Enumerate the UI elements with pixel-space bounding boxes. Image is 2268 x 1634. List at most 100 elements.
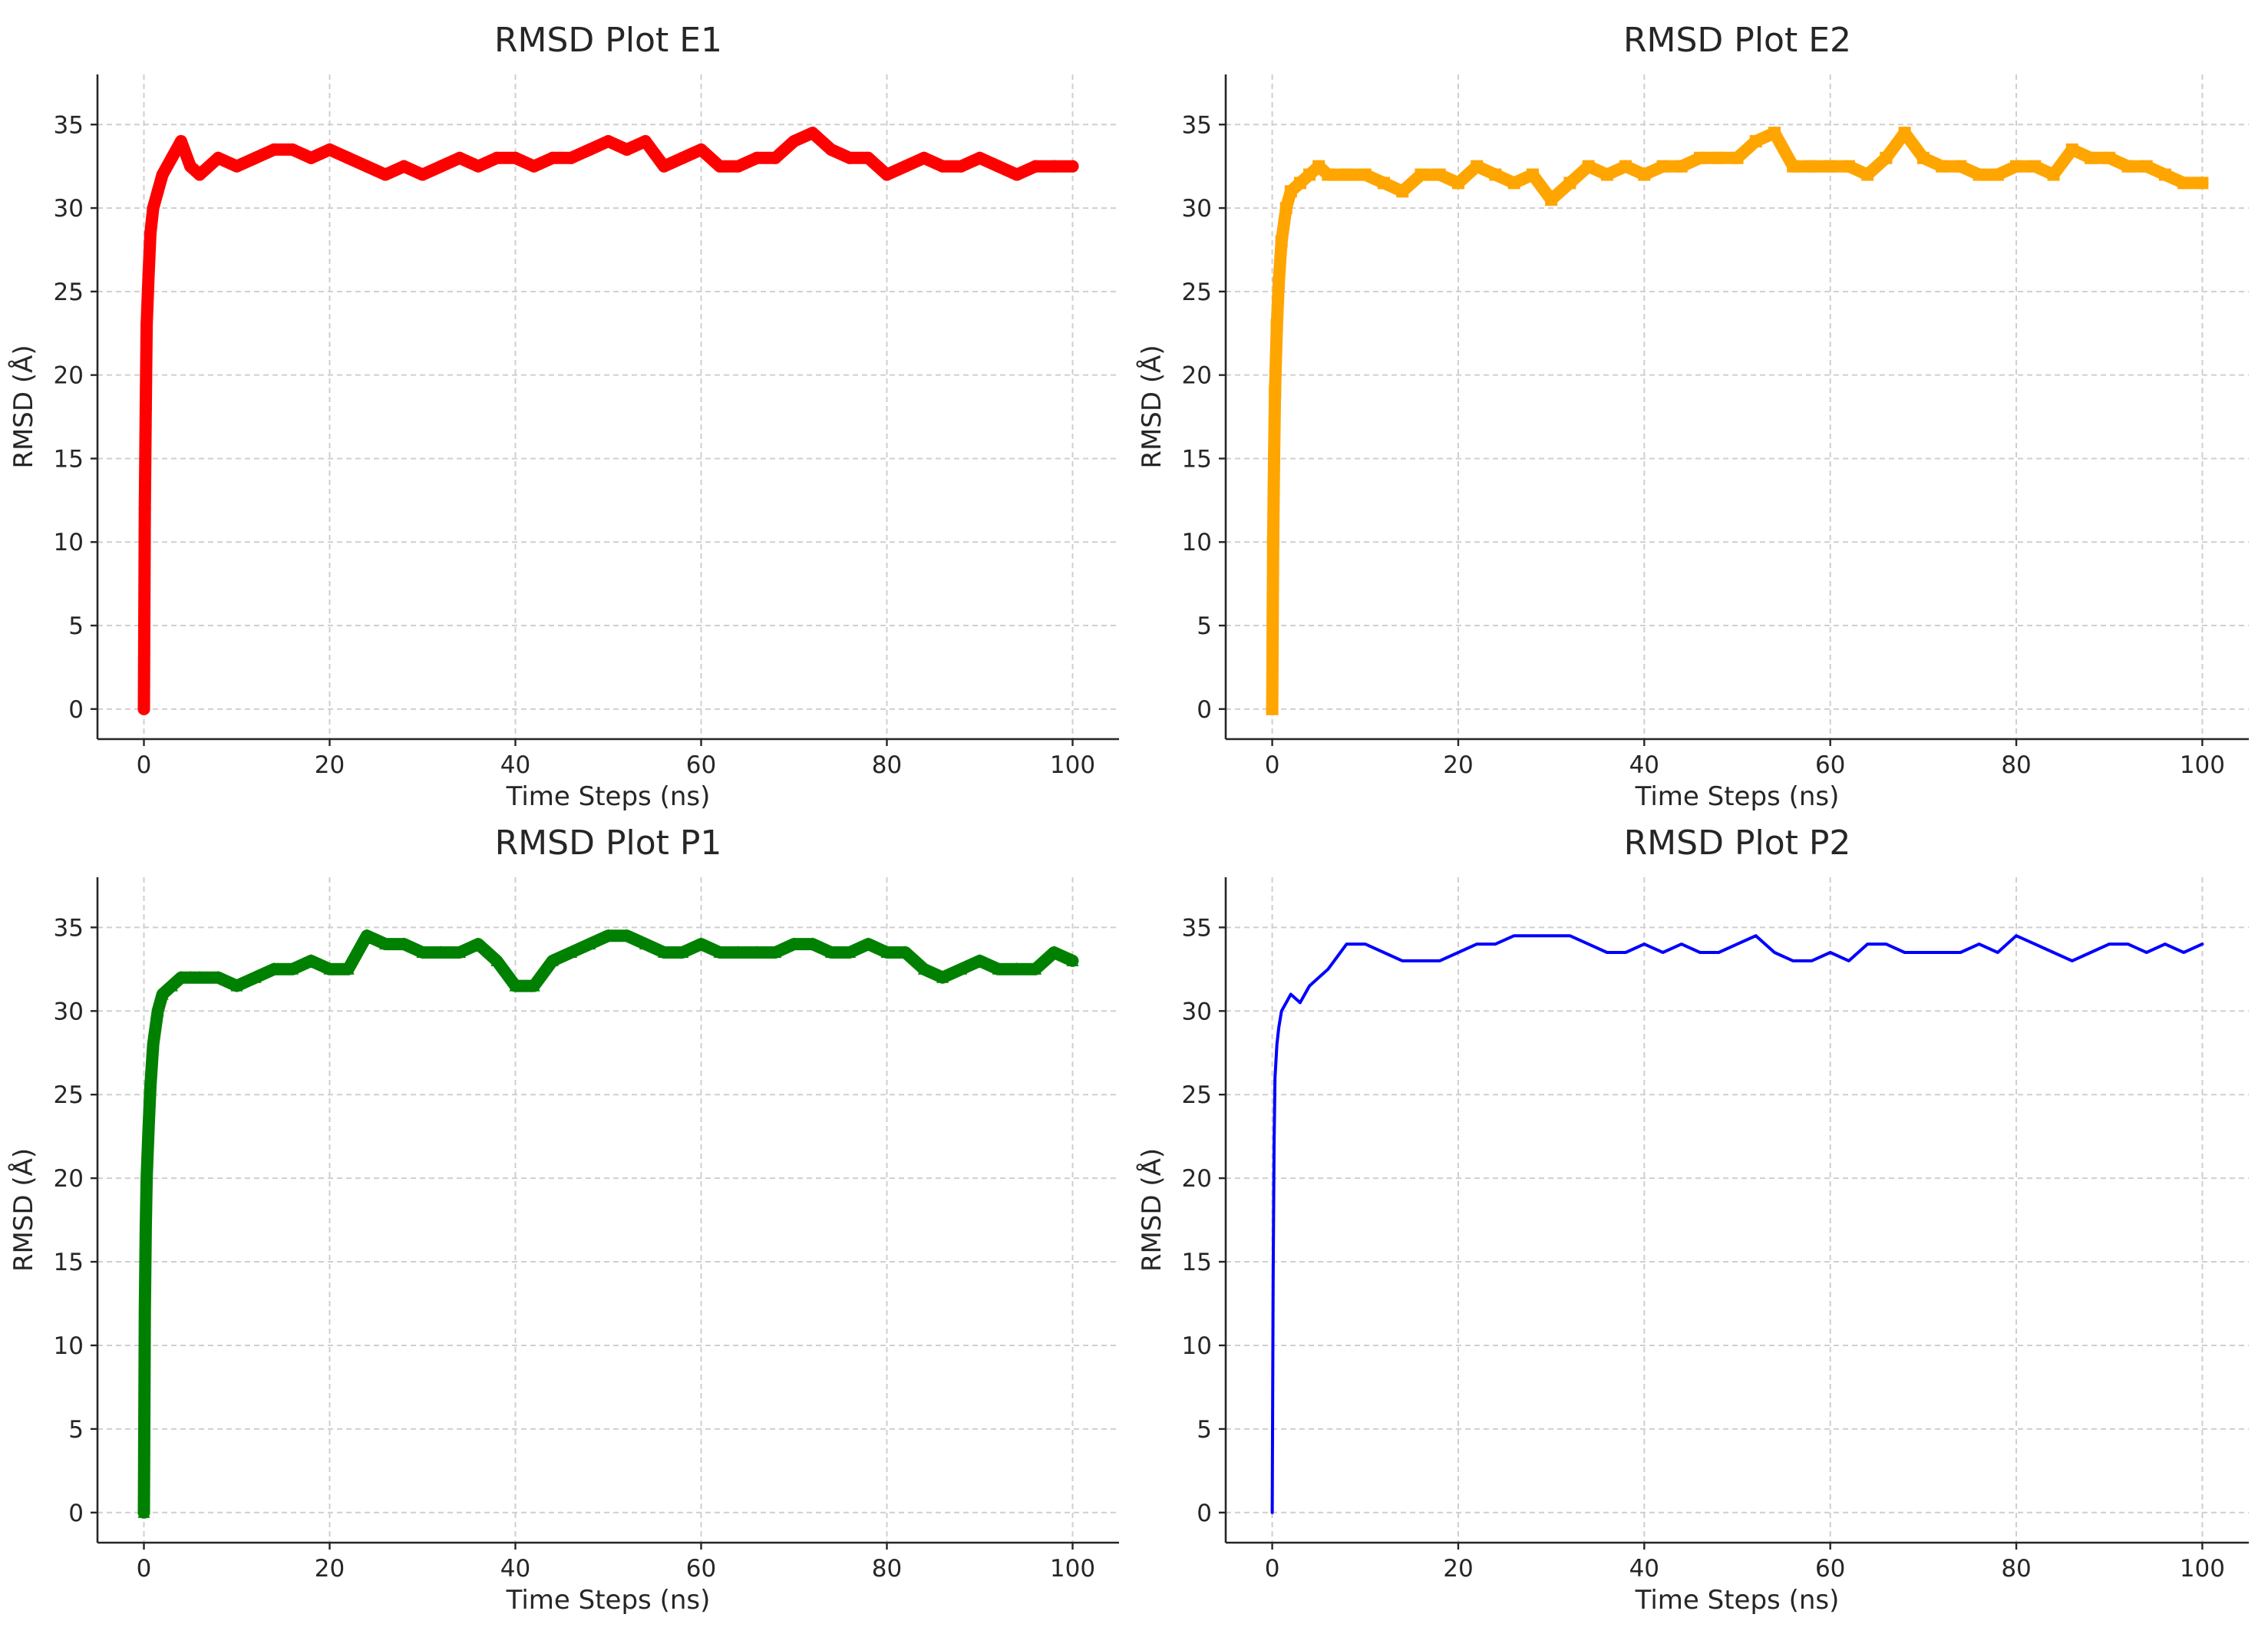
data-point (342, 151, 355, 164)
y-tick-label: 15 (54, 445, 84, 473)
data-point (1991, 168, 2004, 181)
data-point (416, 168, 429, 181)
y-tick-label: 25 (1182, 1081, 1212, 1109)
series-line (137, 929, 1079, 1519)
data-point (147, 202, 160, 215)
data-point (230, 979, 243, 992)
data-point (565, 151, 578, 164)
data-point (658, 160, 671, 173)
data-point (212, 151, 225, 164)
y-tick-label: 10 (1182, 1332, 1212, 1360)
data-point (184, 160, 196, 173)
chart-panel-e2: RMSD Plot E2 Time Steps (ns) RMSD (Å) 0 2… (1136, 21, 2249, 812)
data-point (1656, 160, 1669, 173)
x-tick-label: 40 (1629, 1555, 1659, 1583)
data-point (379, 168, 392, 181)
data-point (1880, 151, 1893, 164)
data-point (1936, 160, 1949, 173)
data-point (1582, 160, 1595, 173)
x-tick-label: 40 (1629, 751, 1659, 779)
x-tick-label: 20 (315, 1555, 345, 1583)
data-point (472, 937, 485, 950)
data-point (1600, 168, 1613, 181)
data-point (1358, 168, 1372, 181)
data-point (936, 160, 949, 173)
data-point (973, 151, 986, 164)
data-point (1694, 151, 1707, 164)
chart-panel-e1: RMSD Plot E1 Time Steps (ns) RMSD (Å) 0 2… (8, 21, 1119, 812)
data-point (1273, 276, 1286, 289)
data-point (583, 143, 596, 156)
x-axis-label: Time Steps (ns) (506, 1585, 711, 1616)
data-point (955, 160, 968, 173)
data-point (1731, 151, 1744, 164)
y-tick-label: 0 (68, 1500, 84, 1527)
data-point (899, 160, 912, 173)
data-point (602, 929, 615, 942)
data-point (2196, 177, 2209, 190)
data-point (713, 946, 726, 959)
data-point (434, 160, 447, 173)
x-tick-label: 20 (1443, 751, 1473, 779)
data-point (824, 143, 837, 156)
data-point (156, 168, 169, 181)
data-point (787, 135, 801, 148)
data-point (862, 937, 875, 950)
data-point (1768, 127, 1781, 140)
data-point (1269, 385, 1282, 398)
chart-title: RMSD Plot E1 (494, 21, 722, 60)
data-point (142, 1121, 155, 1134)
data-point (806, 937, 819, 950)
x-tick-label: 0 (137, 751, 152, 779)
data-point (1312, 160, 1325, 173)
data-point (2121, 160, 2134, 173)
x-tick-label: 80 (2001, 1555, 2031, 1583)
data-point (1268, 452, 1281, 465)
data-point (1545, 193, 1558, 206)
x-tick-label: 60 (686, 751, 716, 779)
data-point (1010, 962, 1023, 975)
x-axis-label: Time Steps (ns) (506, 781, 711, 812)
data-point (2047, 168, 2060, 181)
data-point (1898, 127, 1911, 140)
data-point (490, 151, 503, 164)
gridlines (97, 877, 1119, 1543)
data-point (165, 151, 178, 164)
y-tick-label: 35 (1182, 111, 1212, 139)
data-series (1266, 127, 2209, 715)
data-point (1489, 168, 1502, 181)
data-point (193, 168, 206, 181)
data-point (230, 160, 243, 173)
data-point (2010, 160, 2023, 173)
y-tick-label: 0 (1197, 1500, 1212, 1527)
data-point (936, 970, 949, 983)
data-point (1526, 168, 1539, 181)
data-point (676, 946, 689, 959)
x-axis-label: Time Steps (ns) (1635, 781, 1840, 812)
data-point (1507, 177, 1520, 190)
data-point (1471, 160, 1484, 173)
data-point (509, 979, 522, 992)
data-point (787, 937, 801, 950)
data-point (1805, 160, 1818, 173)
data-point (1048, 946, 1061, 959)
data-point (713, 160, 726, 173)
y-tick-label: 35 (54, 111, 84, 139)
data-point (1563, 177, 1576, 190)
data-point (472, 160, 485, 173)
data-point (527, 979, 540, 992)
y-axis-label: RMSD (Å) (8, 345, 39, 468)
y-tick-label: 15 (54, 1249, 84, 1276)
data-point (527, 160, 540, 173)
data-point (1066, 953, 1079, 966)
series-line (1266, 127, 2209, 715)
data-point (1954, 160, 1967, 173)
data-point (1787, 160, 1800, 173)
data-point (1619, 160, 1632, 173)
data-point (360, 160, 373, 173)
gridlines (1226, 74, 2249, 739)
y-tick-label: 20 (54, 362, 84, 390)
x-tick-label: 100 (1050, 1555, 1095, 1583)
data-point (1712, 151, 1725, 164)
